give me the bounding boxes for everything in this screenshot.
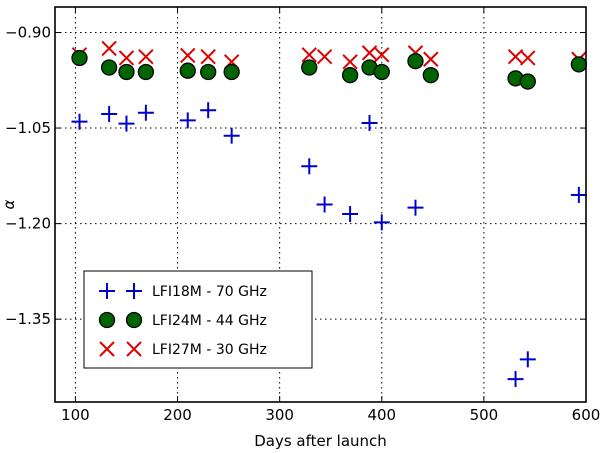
point-lfi27m-b [520,50,536,66]
y-axis-label: α [0,199,18,209]
point-lfi24m [301,59,318,76]
point-lfi27m-b [342,54,358,70]
point-lfi27m-b [507,48,524,65]
point-lfi24m [71,49,88,67]
point-lfi24m [118,63,135,81]
point-lfi24m [407,53,424,70]
series-lfi27m [71,40,587,70]
legend-box [83,270,313,369]
x-tick-label: 600 [572,406,600,424]
point-lfi18m [316,196,333,213]
point-lfi27m [342,54,358,70]
legend-marker-lfi24m [98,311,116,329]
point-lfi24m [422,67,439,84]
point-lfi18m [407,199,424,216]
series-lfi18m [71,102,587,388]
x-tick-label: 400 [367,406,396,424]
y-tick-label: −0.90 [5,23,51,41]
legend-label-lfi27m: LFI27M - 30 GHz [152,342,267,358]
legend-marker-lfi18m [126,283,142,299]
point-lfi24m [341,67,359,84]
point-lfi18m [137,104,154,121]
point-lfi27m [101,40,117,57]
point-lfi18m [519,351,536,368]
point-lfi27m-b [316,48,333,65]
point-lfi18m [118,115,135,132]
point-lfi24m [373,63,390,81]
x-axis-label: Days after launch [254,432,387,450]
point-lfi27m [361,45,378,61]
point-lfi27m-b [101,40,117,57]
y-tick-label: −1.05 [5,119,51,137]
point-lfi18m [223,127,240,144]
legend-marker-lfi24m [125,311,143,329]
point-lfi18m [361,114,378,131]
point-lfi27m-b [423,51,439,67]
point-lfi24m [137,63,155,81]
point-lfi27m-b [180,47,196,64]
legend: LFI18M - 70 GHz LFI24M - 44 GHz LFI27M - 3… [83,270,313,369]
point-lfi27m [316,48,333,65]
point-lfi27m [138,48,154,65]
point-lfi18m [507,371,524,388]
point-lfi18m [301,158,318,175]
y-tick-label: −1.35 [5,310,51,328]
axis-ticks: 100 200 300 400 500 600 −0.90 −1.05 −1.20 −1.35 [5,7,600,424]
point-lfi27m [507,48,524,65]
point-lfi24m [200,63,217,81]
point-lfi27m [301,47,317,63]
point-lfi18m [342,206,359,223]
x-tick-label: 200 [163,406,192,424]
point-lfi27m [118,50,135,66]
legend-marker-lfi27m-b [99,341,115,357]
point-lfi18m [373,214,390,231]
legend-marker-lfi18m [99,283,115,299]
legend-label-lfi18m: LFI18M - 70 GHz [152,284,267,300]
point-lfi18m [179,112,196,129]
point-lfi24m [570,56,588,73]
point-lfi24m [100,59,118,76]
point-lfi27m-b [301,47,317,63]
x-tick-label: 500 [470,406,499,424]
point-lfi27m [520,50,536,66]
point-lfi27m-b [200,48,216,65]
x-tick-label: 300 [265,406,294,424]
point-lfi18m [200,102,217,119]
legend-label-lfi24m: LFI24M - 44 GHz [152,313,267,329]
point-lfi27m [200,48,216,65]
point-lfi27m-b [374,47,390,63]
point-lfi27m [374,47,390,63]
legend-marker-lfi27m-b [126,341,142,357]
y-tick-label: −1.20 [5,215,51,233]
point-lfi27m [423,51,439,67]
x-tick-label: 100 [61,406,90,424]
point-lfi27m-b [138,48,154,65]
plot-frame [54,6,587,403]
point-lfi18m [71,113,88,130]
point-lfi18m [570,186,587,203]
point-lfi27m-b [361,45,378,61]
point-lfi18m [101,106,118,123]
point-lfi24m [519,73,536,90]
point-lfi24m [223,63,240,81]
data-marks [71,40,588,388]
point-lfi24m [179,62,196,79]
series-lfi24m [71,49,588,90]
legend-marker-lfi27m [126,341,142,357]
point-lfi27m-b [118,50,135,66]
legend-marker-lfi27m [99,341,115,357]
point-lfi27m [180,47,196,64]
